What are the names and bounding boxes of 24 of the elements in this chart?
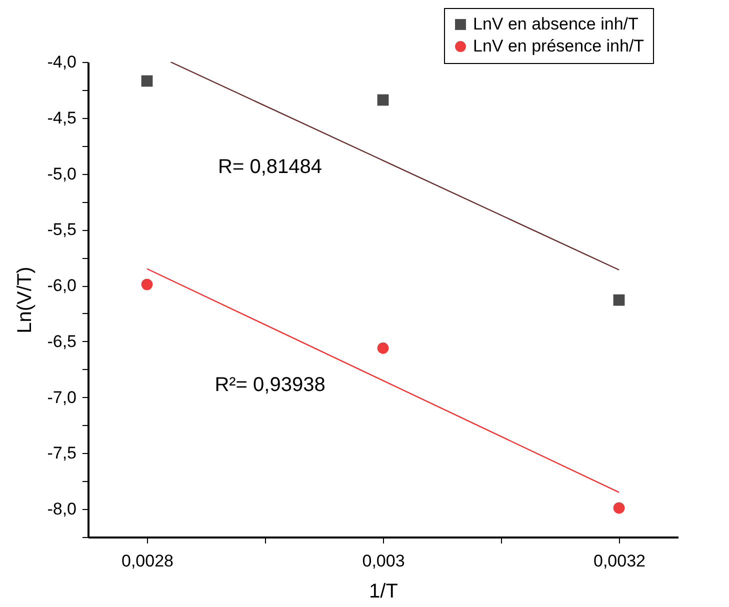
legend-label: LnV en absence inh/T: [473, 14, 638, 34]
y-axis-title: Ln(V/T): [14, 266, 36, 334]
point: [141, 278, 153, 290]
y-tick-label: -6,0: [47, 276, 76, 296]
y-tick-label: -6,5: [47, 332, 76, 351]
y-tick-label: -4,5: [47, 108, 76, 128]
x-tick-label: 0,0032: [594, 552, 646, 570]
point: [377, 342, 389, 354]
x-axis-title: 1/T: [369, 580, 398, 602]
annotation: R²= 0,93938: [214, 374, 326, 396]
y-tick-label: -8,0: [47, 500, 76, 519]
y-tick-label: -7,0: [47, 388, 76, 407]
point: [613, 502, 625, 514]
annotation: R= 0,81484: [218, 156, 322, 178]
point: [377, 94, 389, 106]
point: [613, 294, 625, 306]
legend-label: LnV en présence inh/T: [473, 36, 644, 56]
y-tick-label: -5,5: [47, 220, 76, 240]
y-tick-label: -7,5: [47, 444, 76, 463]
point: [141, 75, 153, 87]
y-tick-label: -4,0: [47, 52, 76, 72]
y-tick-label: -5,0: [47, 164, 76, 184]
x-tick-label: 0,003: [362, 552, 405, 570]
x-tick-label: 0,0028: [122, 552, 174, 570]
